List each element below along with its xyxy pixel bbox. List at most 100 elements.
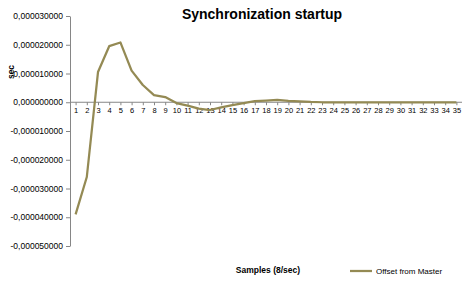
x-tick-label: 24 xyxy=(330,106,338,115)
x-tick-label: 1 xyxy=(74,106,78,115)
x-tick: 4 xyxy=(108,102,112,115)
x-tick-label: 35 xyxy=(453,106,461,115)
x-tick: 7 xyxy=(141,102,145,115)
y-tick-mark xyxy=(66,189,70,190)
x-tick-label: 3 xyxy=(96,106,100,115)
plot: -0,000050000 -0,000040000 -0,000030000 -0,0… xyxy=(11,11,462,251)
x-tick: 22 xyxy=(307,102,315,115)
series-group xyxy=(76,42,457,214)
x-tick: 34 xyxy=(442,102,450,115)
x-tick-label: 17 xyxy=(251,106,259,115)
y-tick-mark xyxy=(66,160,70,161)
x-tick-label: 26 xyxy=(352,106,360,115)
y-tick-mark xyxy=(66,217,70,218)
legend-swatch xyxy=(350,270,372,272)
y-tick: 0,000020000 xyxy=(13,40,70,50)
x-tick: 8 xyxy=(152,102,156,115)
x-tick-label: 4 xyxy=(108,106,112,115)
x-tick: 31 xyxy=(408,102,416,115)
y-tick-mark xyxy=(66,74,70,75)
x-tick: 28 xyxy=(374,102,382,115)
title: Synchronization startup xyxy=(182,6,342,22)
y-tick: 0,000030000 xyxy=(13,11,70,21)
x-tick-label: 19 xyxy=(274,106,282,115)
y-tick-mark xyxy=(66,45,70,46)
x-tick-label: 34 xyxy=(442,106,450,115)
x-tick-label: 20 xyxy=(285,106,293,115)
x-tick: 23 xyxy=(318,102,326,115)
x-tick: 3 xyxy=(96,102,100,115)
x-tick: 25 xyxy=(341,102,349,115)
x-tick: 20 xyxy=(285,102,293,115)
y-tick-label: -0,000010000 xyxy=(11,126,64,136)
x-tick-label: 30 xyxy=(397,106,405,115)
x-tick-label: 22 xyxy=(307,106,315,115)
y-tick: -0,000040000 xyxy=(11,212,70,222)
x-tick-label: 2 xyxy=(85,106,89,115)
x-tick-label: 25 xyxy=(341,106,349,115)
x-axis: 1234567891011121314151617181920212223242… xyxy=(70,102,462,115)
x-tick-label: 5 xyxy=(119,106,123,115)
x-tick: 21 xyxy=(296,102,304,115)
x-tick-label: 18 xyxy=(262,106,270,115)
x-tick: 33 xyxy=(430,102,438,115)
y-tick-mark xyxy=(66,131,70,132)
y-tick: -0,000030000 xyxy=(11,184,70,194)
background xyxy=(0,0,473,288)
y-tick: 0,000010000 xyxy=(13,69,70,79)
y-tick-mark xyxy=(66,102,70,103)
x-tick: 29 xyxy=(386,102,394,115)
x-tick-label: 8 xyxy=(152,106,156,115)
x-tick-label: 9 xyxy=(164,106,168,115)
x-tick: 18 xyxy=(262,102,270,115)
x-tick-label: 7 xyxy=(141,106,145,115)
x-tick-label: 33 xyxy=(430,106,438,115)
series-line xyxy=(76,42,457,214)
y-tick-label: 0,000000000 xyxy=(13,97,63,107)
legend-label: Offset from Master xyxy=(376,267,442,276)
x-tick-label: 21 xyxy=(296,106,304,115)
y-tick: -0,000020000 xyxy=(11,155,70,165)
x-axis-title: Samples (8/sec) xyxy=(236,265,300,275)
x-tick: 30 xyxy=(397,102,405,115)
x-tick: 2 xyxy=(85,102,89,115)
y-tick: -0,000050000 xyxy=(11,241,70,251)
x-tick: 17 xyxy=(251,102,259,115)
y-axis: -0,000050000 -0,000040000 -0,000030000 -0,0… xyxy=(11,11,71,251)
x-tick-label: 10 xyxy=(173,106,181,115)
x-tick: 24 xyxy=(330,102,338,115)
legend: Offset from Master xyxy=(350,267,442,276)
y-axis-title: sec xyxy=(6,65,16,79)
y-tick-label: -0,000050000 xyxy=(11,241,64,251)
y-tick-label: -0,000020000 xyxy=(11,155,64,165)
y-tick: 0,000000000 xyxy=(13,97,70,107)
y-tick-label: -0,000030000 xyxy=(11,184,64,194)
x-tick: 35 xyxy=(453,102,461,115)
y-tick-mark xyxy=(66,246,70,247)
x-tick: 1 xyxy=(74,102,78,115)
x-tick-label: 29 xyxy=(386,106,394,115)
y-axis-line xyxy=(70,17,71,247)
x-tick-label: 15 xyxy=(229,106,237,115)
x-tick: 6 xyxy=(130,102,134,115)
y-tick-label: 0,000020000 xyxy=(13,40,63,50)
y-tick-label: 0,000010000 xyxy=(13,69,63,79)
x-tick-label: 16 xyxy=(240,106,248,115)
x-tick-label: 27 xyxy=(363,106,371,115)
x-tick: 9 xyxy=(164,102,168,115)
x-tick: 19 xyxy=(274,102,282,115)
x-tick: 26 xyxy=(352,102,360,115)
y-tick-label: -0,000040000 xyxy=(11,212,64,222)
x-tick-label: 32 xyxy=(419,106,427,115)
x-tick-label: 6 xyxy=(130,106,134,115)
x-tick: 32 xyxy=(419,102,427,115)
x-tick-label: 31 xyxy=(408,106,416,115)
x-tick-label: 28 xyxy=(374,106,382,115)
chart: -0,000050000 -0,000040000 -0,000030000 -0,0… xyxy=(0,0,473,288)
x-tick: 5 xyxy=(119,102,123,115)
y-tick: -0,000010000 xyxy=(11,126,70,136)
y-tick-mark xyxy=(66,16,70,17)
x-tick: 27 xyxy=(363,102,371,115)
y-tick-label: 0,000030000 xyxy=(13,11,63,21)
x-tick-label: 23 xyxy=(318,106,326,115)
